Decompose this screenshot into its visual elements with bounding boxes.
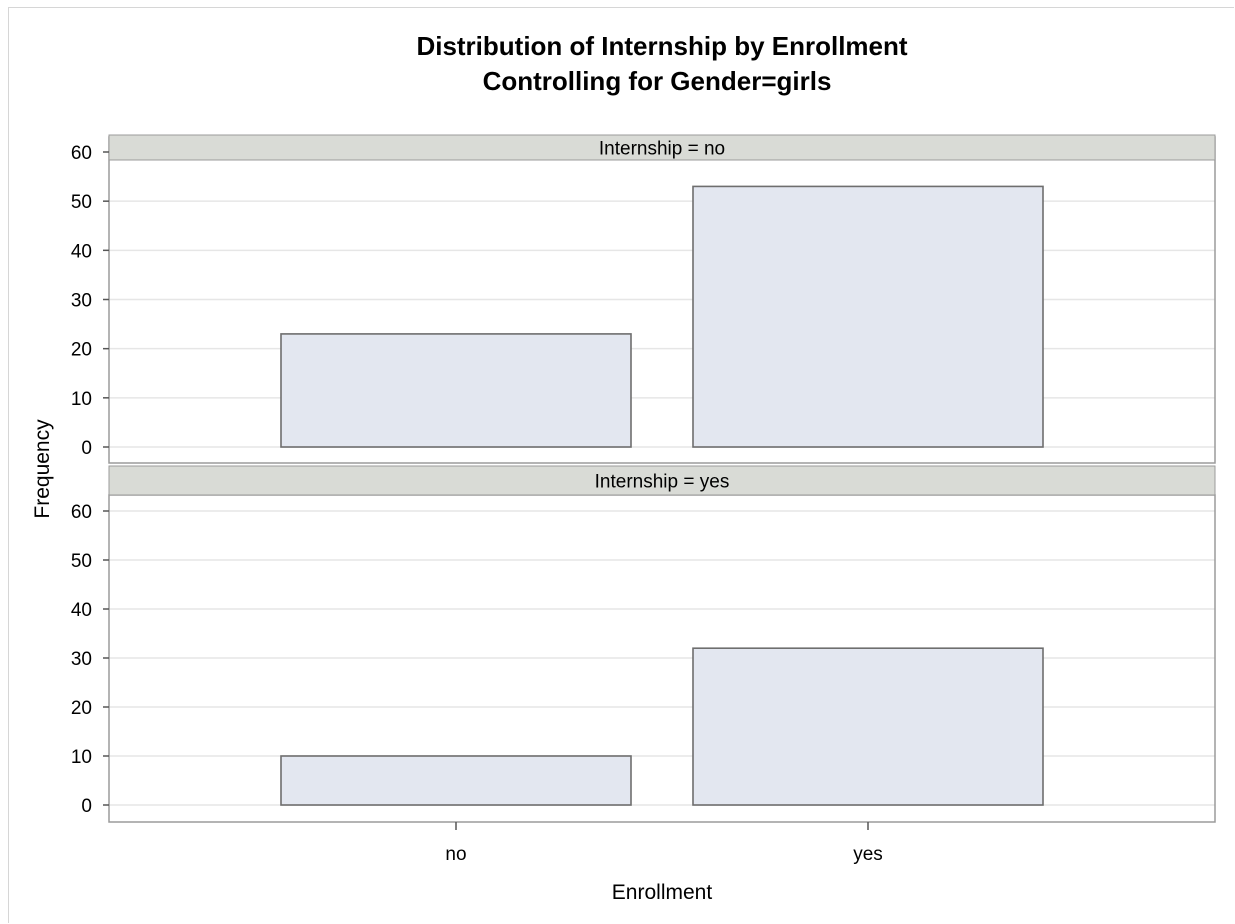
bar-no-no	[280, 333, 632, 448]
y-tick-label: 30	[71, 291, 92, 312]
y-tick-label: 0	[81, 438, 92, 459]
x-axis: no yes	[445, 822, 883, 865]
x-axis-label: Enrollment	[612, 881, 713, 904]
panel-header-label: Internship = no	[599, 139, 725, 160]
chart-subtitle: Controlling for Gender=girls	[483, 66, 832, 96]
chart-title: Distribution of Internship by Enrollment	[416, 31, 907, 61]
panel-2: Internship = yes 0 10 20 30 40 50 60	[71, 465, 1216, 823]
panel-header	[108, 134, 1216, 161]
y-tick-label: 20	[71, 698, 92, 719]
y-tick-label: 50	[71, 192, 92, 213]
y-tick-label: 20	[71, 340, 92, 361]
y-tick-label: 50	[71, 551, 92, 572]
y-axis-label: Frequency	[31, 419, 54, 519]
y-tick-label: 40	[71, 600, 92, 621]
y-tick-label: 30	[71, 649, 92, 670]
x-tick-label: no	[445, 844, 466, 865]
y-tick-label: 0	[81, 796, 92, 817]
bar-yes-no	[280, 755, 632, 806]
y-tick-label: 40	[71, 241, 92, 262]
chart-frame	[8, 7, 1234, 923]
y-tick-label: 60	[71, 502, 92, 523]
bar-yes-yes	[692, 647, 1044, 806]
y-tick-label: 10	[71, 747, 92, 768]
y-tick-label: 60	[71, 143, 92, 164]
panel-1: Internship = no 0 10 20 30 40 50 60	[71, 134, 1216, 464]
panel-header-label: Internship = yes	[595, 472, 730, 493]
bar-no-yes	[692, 185, 1044, 448]
panel-header	[108, 465, 1216, 496]
y-tick-label: 10	[71, 389, 92, 410]
x-tick-label: yes	[853, 844, 883, 865]
